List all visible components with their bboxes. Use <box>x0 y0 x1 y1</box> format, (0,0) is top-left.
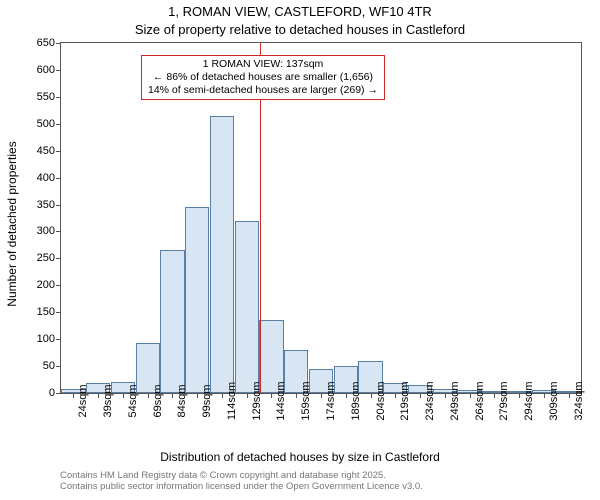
x-tick-mark <box>73 393 74 398</box>
attribution-text: Contains HM Land Registry data © Crown c… <box>60 470 423 493</box>
y-tick-mark <box>56 393 61 394</box>
annotation-line2: ← 86% of detached houses are smaller (1,… <box>148 71 378 84</box>
x-tick-mark <box>569 393 570 398</box>
x-tick-mark <box>296 393 297 398</box>
y-tick-label: 500 <box>37 118 55 130</box>
y-tick-mark <box>56 205 61 206</box>
x-tick-mark <box>123 393 124 398</box>
x-tick-label: 294sqm <box>523 381 535 420</box>
attribution-line2: Contains public sector information licen… <box>60 481 423 492</box>
y-tick-mark <box>56 258 61 259</box>
attribution-line1: Contains HM Land Registry data © Crown c… <box>60 470 423 481</box>
annotation-line1: 1 ROMAN VIEW: 137sqm <box>148 58 378 71</box>
x-tick-mark <box>172 393 173 398</box>
x-tick-label: 309sqm <box>548 381 560 420</box>
y-tick-label: 200 <box>37 279 55 291</box>
y-tick-label: 300 <box>37 225 55 237</box>
y-tick-label: 550 <box>37 91 55 103</box>
x-tick-mark <box>445 393 446 398</box>
y-axis-label: Number of detached properties <box>5 124 19 324</box>
y-tick-mark <box>56 285 61 286</box>
y-tick-mark <box>56 70 61 71</box>
x-tick-label: 279sqm <box>498 381 510 420</box>
histogram-bar <box>235 221 259 393</box>
x-tick-mark <box>420 393 421 398</box>
plot-area: 0501001502002503003504004505005506006502… <box>60 42 582 394</box>
y-tick-label: 0 <box>49 387 55 399</box>
x-tick-mark <box>148 393 149 398</box>
y-tick-label: 50 <box>43 360 55 372</box>
y-tick-label: 250 <box>37 252 55 264</box>
y-tick-mark <box>56 151 61 152</box>
x-tick-label: 249sqm <box>449 381 461 420</box>
annotation-line3: 14% of semi-detached houses are larger (… <box>148 84 378 97</box>
y-tick-mark <box>56 366 61 367</box>
x-tick-mark <box>98 393 99 398</box>
x-tick-mark <box>271 393 272 398</box>
annotation-box: 1 ROMAN VIEW: 137sqm← 86% of detached ho… <box>141 55 385 100</box>
y-tick-mark <box>56 312 61 313</box>
x-tick-mark <box>247 393 248 398</box>
histogram-bar <box>210 116 234 393</box>
x-tick-mark <box>346 393 347 398</box>
y-tick-label: 600 <box>37 64 55 76</box>
x-tick-mark <box>222 393 223 398</box>
x-tick-label: 264sqm <box>474 381 486 420</box>
chart-title-address: 1, ROMAN VIEW, CASTLEFORD, WF10 4TR <box>0 4 600 19</box>
x-axis-label: Distribution of detached houses by size … <box>0 450 600 464</box>
y-tick-label: 450 <box>37 145 55 157</box>
y-tick-label: 400 <box>37 172 55 184</box>
x-tick-mark <box>470 393 471 398</box>
histogram-bar <box>185 207 209 393</box>
y-tick-label: 350 <box>37 199 55 211</box>
y-tick-label: 150 <box>37 306 55 318</box>
x-tick-mark <box>519 393 520 398</box>
y-tick-mark <box>56 124 61 125</box>
histogram-bar <box>160 250 184 393</box>
y-tick-label: 100 <box>37 333 55 345</box>
x-tick-label: 234sqm <box>424 381 436 420</box>
y-tick-mark <box>56 43 61 44</box>
y-tick-mark <box>56 339 61 340</box>
y-tick-mark <box>56 178 61 179</box>
x-tick-mark <box>197 393 198 398</box>
y-tick-mark <box>56 97 61 98</box>
x-tick-mark <box>494 393 495 398</box>
x-tick-mark <box>321 393 322 398</box>
property-size-chart: 1, ROMAN VIEW, CASTLEFORD, WF10 4TR Size… <box>0 0 600 500</box>
chart-title-desc: Size of property relative to detached ho… <box>0 22 600 37</box>
y-tick-label: 650 <box>37 37 55 49</box>
x-tick-mark <box>395 393 396 398</box>
x-tick-mark <box>371 393 372 398</box>
x-tick-label: 324sqm <box>573 381 585 420</box>
x-tick-mark <box>544 393 545 398</box>
y-tick-mark <box>56 231 61 232</box>
